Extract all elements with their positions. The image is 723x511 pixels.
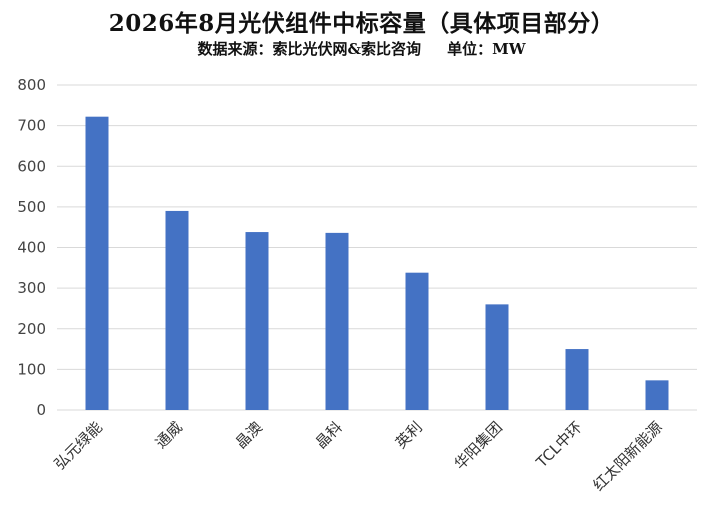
x-tick-label: TCL中环: [532, 418, 586, 472]
y-tick-label: 800: [17, 76, 46, 94]
x-tick-label: 晶科: [312, 418, 346, 452]
x-axis: 弘元绿能 通威 晶澳 晶科 英利 华阳集团 TCL中环 红太阳新能源: [51, 418, 666, 494]
x-tick-label: 晶澳: [232, 418, 266, 452]
y-tick-label: 100: [17, 360, 46, 378]
gridlines: [57, 84, 697, 411]
y-tick-label: 0: [36, 401, 46, 419]
x-tick-label: 华阳集团: [451, 418, 506, 473]
bar: [85, 116, 109, 410]
y-tick-label: 400: [17, 239, 46, 257]
y-axis: 0 100 200 300 400 500 600 700 800: [17, 76, 46, 419]
chart-title: 2026年8月光伏组件中标容量（具体项目部分）: [108, 10, 615, 37]
y-tick-label: 500: [17, 198, 46, 216]
chart-subtitle: 数据来源：索比光伏网&索比咨询 单位：MW: [197, 40, 526, 58]
x-tick-label: 红太阳新能源: [589, 418, 665, 494]
x-tick-label: 通威: [152, 418, 186, 452]
x-tick-label: 英利: [392, 418, 426, 452]
bar: [325, 232, 349, 410]
bar: [485, 304, 509, 410]
y-tick-label: 700: [17, 117, 46, 135]
y-tick-label: 300: [17, 279, 46, 297]
bar: [565, 349, 589, 410]
x-tick-label: 弘元绿能: [51, 418, 106, 473]
y-tick-label: 200: [17, 320, 46, 338]
bars: [85, 116, 669, 410]
y-tick-label: 600: [17, 157, 46, 175]
bar: [645, 380, 669, 410]
bar: [165, 210, 189, 410]
bar: [405, 272, 429, 410]
bar: [245, 232, 269, 410]
